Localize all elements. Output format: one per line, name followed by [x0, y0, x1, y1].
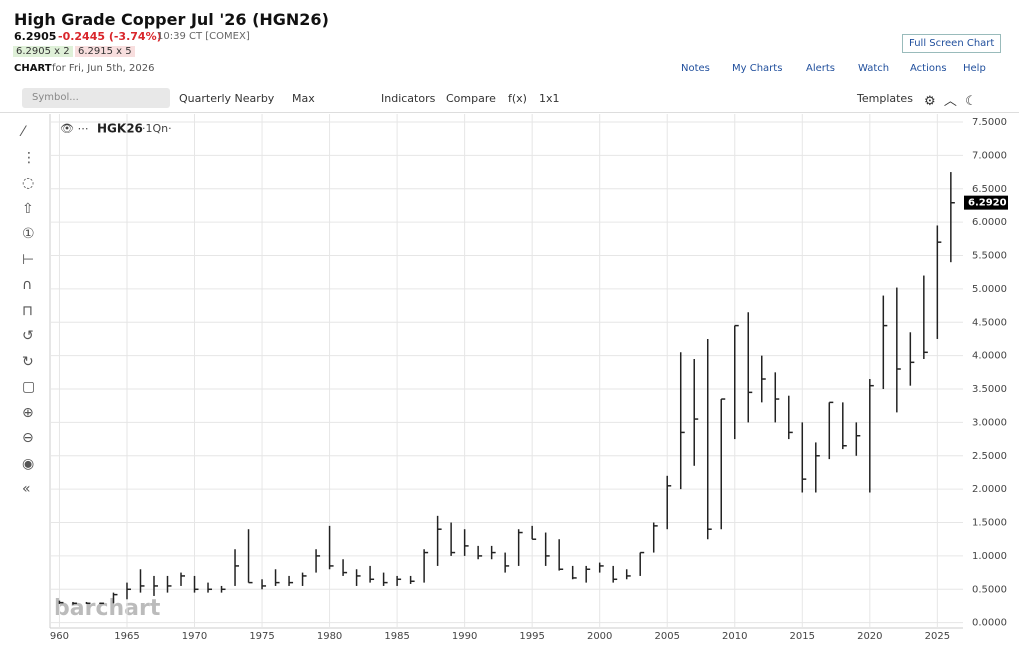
y-tick-label: 7.0000: [972, 150, 1007, 161]
toolbar-item[interactable]: Compare: [446, 92, 496, 105]
x-tick-label: 2000: [587, 631, 612, 642]
legend-symbol: HGK26: [97, 122, 143, 136]
x-tick-label: 2020: [857, 631, 882, 642]
y-tick-label: 4.5000: [972, 317, 1007, 328]
toolbar-item[interactable]: Max: [292, 92, 315, 105]
menu-item[interactable]: Help: [963, 63, 986, 74]
menu-item[interactable]: Notes: [681, 63, 710, 74]
x-tick-label: 1985: [384, 631, 409, 642]
toolbar-item[interactable]: 1x1: [539, 92, 560, 105]
y-tick-label: 3.0000: [972, 417, 1007, 428]
y-tick-label: 5.5000: [972, 251, 1007, 262]
settings-icon[interactable]: ⚙ ︿ ☾: [924, 94, 977, 109]
x-tick-label: 1965: [114, 631, 139, 642]
x-tick-label: 2010: [722, 631, 747, 642]
x-tick-label: 960: [50, 631, 69, 642]
y-tick-label: 1.5000: [972, 518, 1007, 529]
x-tick-label: 1995: [519, 631, 544, 642]
menu-item[interactable]: My Charts: [732, 63, 783, 74]
x-tick-label: 2025: [925, 631, 950, 642]
ask: 6.2915 x 5: [75, 46, 135, 57]
y-tick-label: 7.5000: [972, 117, 1007, 128]
toolbar-item[interactable]: Quarterly Nearby: [179, 92, 275, 105]
x-tick-label: 1975: [249, 631, 274, 642]
title: High Grade Copper Jul '26 (HGN26): [14, 10, 329, 29]
menu-item[interactable]: Watch: [858, 63, 890, 74]
y-tick-label: 2.0000: [972, 484, 1007, 495]
y-tick-label: 5.0000: [972, 284, 1007, 295]
change: -0.2445 (-3.74%): [58, 30, 162, 43]
chart-date: for Fri, Jun 5th, 2026: [52, 63, 155, 74]
full-screen-button[interactable]: Full Screen Chart: [902, 34, 1002, 53]
legend-period: ·1Qn·: [142, 122, 172, 135]
y-tick-label: 3.5000: [972, 384, 1007, 395]
y-tick-label: 0.0000: [972, 618, 1007, 629]
drawing-tools[interactable]: ⁄ ⋮ ◌ ⇧ ① ⊢ ∩ ⊓ ↺ ↻ ▢ ⊕ ⊖ ◉ «: [22, 124, 36, 497]
last-price: 6.2905: [14, 30, 57, 43]
symbol-input[interactable]: Symbol...: [22, 88, 170, 108]
chart-label: CHART: [14, 63, 52, 74]
x-tick-label: 2015: [790, 631, 815, 642]
y-tick-label: 2.5000: [972, 451, 1007, 462]
y-tick-label: 0.5000: [972, 584, 1007, 595]
bid: 6.2905 x 2: [13, 46, 73, 57]
toolbar-item[interactable]: Indicators: [381, 92, 436, 105]
y-tick-label: 4.0000: [972, 351, 1007, 362]
templates-button[interactable]: Templates: [857, 92, 913, 105]
y-tick-label: 1.0000: [972, 551, 1007, 562]
time: 10:39 CT [COMEX]: [157, 31, 250, 42]
toolbar-item[interactable]: f(x): [508, 92, 527, 105]
x-tick-label: 2005: [654, 631, 679, 642]
x-tick-label: 1980: [317, 631, 342, 642]
watermark: barchart: [54, 596, 161, 621]
y-tick-label: 6.5000: [972, 184, 1007, 195]
last-price-box: [964, 195, 1008, 210]
x-tick-label: 1970: [182, 631, 207, 642]
last-price-label: 6.2920: [968, 198, 1007, 209]
y-tick-label: 6.0000: [972, 217, 1007, 228]
eye-icon[interactable]: 👁 ⋯: [60, 122, 88, 135]
menu-item[interactable]: Actions: [910, 63, 947, 74]
menu-item[interactable]: Alerts: [806, 63, 836, 74]
x-tick-label: 1990: [452, 631, 477, 642]
